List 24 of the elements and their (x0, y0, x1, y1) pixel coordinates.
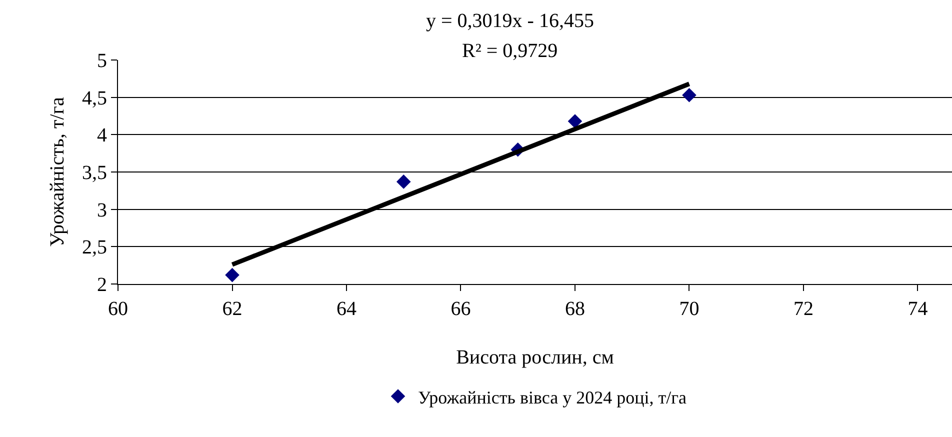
x-tick-label: 70 (679, 298, 700, 320)
y-tick-label: 2 (97, 274, 107, 296)
point (225, 268, 240, 282)
y-tick-label: 5 (97, 50, 107, 72)
y-tick-label: 4,5 (82, 87, 107, 110)
point (568, 114, 582, 128)
y-axis-title: Урожайність, т/га (46, 97, 68, 247)
y-tick-label: 3,5 (82, 162, 107, 184)
legend-label: Урожайність вівса у 2024 році, т/га (418, 387, 686, 408)
x-tick-label: 64 (336, 298, 356, 320)
text: y = 0,3019x - 16,455 (426, 10, 594, 32)
point (396, 174, 411, 189)
y-tick-label: 4 (97, 124, 107, 147)
x-tick-label: 62 (222, 298, 242, 320)
x-axis-title: Висота рослин, см (456, 346, 614, 368)
x-tick-label: 60 (108, 298, 128, 320)
x-tick-label: 68 (564, 298, 585, 320)
x-tick-label: 72 (793, 298, 814, 320)
y-tick-label: 2,5 (82, 236, 107, 259)
y-tick-label: 3 (97, 199, 107, 222)
annotation: R² = 0,9729 (462, 40, 558, 62)
x-tick-label: 74 (908, 298, 928, 320)
x-tick-label: 66 (450, 298, 471, 320)
point (682, 88, 696, 102)
